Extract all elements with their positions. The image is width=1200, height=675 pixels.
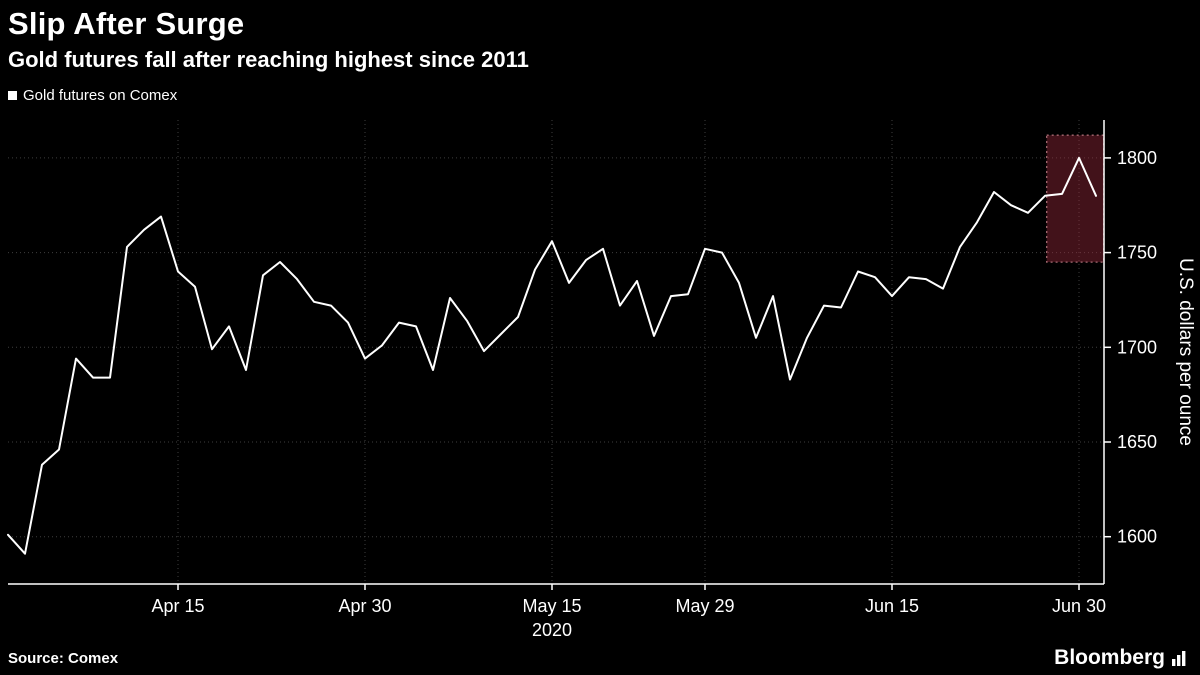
x-tick-label: May 29 [675, 596, 734, 616]
chart-footer: Source: Comex Bloomberg [0, 646, 1200, 670]
y-axis-title: U.S. dollars per ounce [1175, 258, 1196, 446]
source-label: Source: Comex [8, 649, 119, 667]
bloomberg-logo-text: Bloomberg [1054, 646, 1165, 669]
y-tick-label: 1650 [1117, 432, 1157, 452]
x-axis-year-label: 2020 [532, 620, 572, 640]
x-tick-label: May 15 [522, 596, 581, 616]
price-line [7, 156, 1097, 555]
legend-label: Gold futures on Comex [23, 87, 178, 104]
y-tick-label: 1800 [1117, 148, 1157, 168]
chart-subtitle: Gold futures fall after reaching highest… [8, 47, 529, 72]
legend: Gold futures on Comex [8, 87, 1200, 104]
chart-title: Slip After Surge [8, 6, 245, 41]
x-tick-label: Jun 15 [865, 596, 919, 616]
highlight-region [1046, 134, 1105, 263]
bloomberg-chart-icon [1172, 650, 1186, 666]
y-tick-label: 1700 [1117, 337, 1157, 357]
y-tick-label: 1750 [1117, 243, 1157, 263]
x-tick-label: Apr 15 [151, 596, 204, 616]
x-tick-label: Apr 30 [338, 596, 391, 616]
y-tick-label: 1600 [1117, 527, 1157, 547]
legend-marker-square [8, 91, 17, 100]
gold-chart: 1600 1650 1700 1750 1800 Apr 15 Apr 30 May 15 20… [7, 120, 1196, 640]
x-tick-label: Jun 30 [1052, 596, 1106, 616]
bloomberg-logo: Bloomberg [1054, 646, 1188, 670]
